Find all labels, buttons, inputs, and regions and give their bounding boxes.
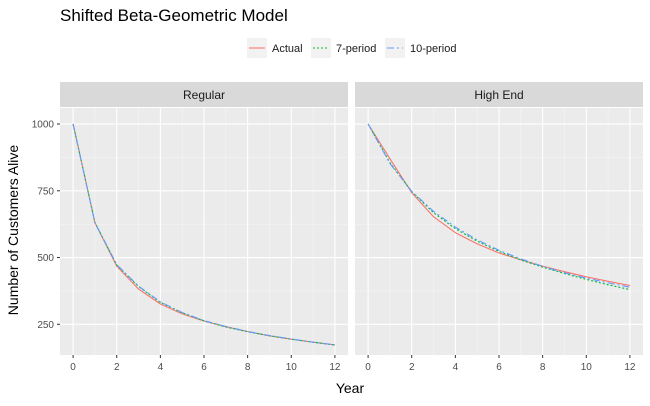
series-line-10-period [367, 123, 631, 288]
facet-strip-label: Regular [183, 88, 225, 102]
legend: Actual 7-period 10-period [247, 38, 456, 58]
y-tick-label: 500 [37, 253, 54, 264]
facet-strip [60, 82, 348, 107]
facet-panel-regular: Regular 0 2 4 6 8 10 12 250 500 750 1000 [32, 82, 348, 373]
legend-label: 7-period [336, 43, 376, 55]
y-axis-label: Number of Customers Alive [5, 145, 21, 316]
legend-key-background [385, 38, 405, 58]
x-tick-label: 10 [286, 362, 298, 373]
y-tick-label: 1000 [32, 120, 55, 131]
chart-title: Shifted Beta-Geometric Model [60, 6, 288, 25]
legend-item-7-period: 7-period [311, 38, 376, 58]
legend-label: 10-period [410, 43, 456, 55]
facet-strip-label: High End [474, 88, 523, 102]
facet-strip [355, 82, 643, 107]
facet-panel-high-end: High End 0 2 4 6 8 10 12 [355, 82, 643, 373]
x-tick-label: 6 [496, 362, 502, 373]
x-tick-label: 8 [245, 362, 251, 373]
x-tick-label: 8 [540, 362, 546, 373]
x-tick-label: 2 [114, 362, 120, 373]
x-tick-label: 2 [409, 362, 415, 373]
x-tick-label: 0 [70, 362, 76, 373]
series-line-actual [367, 123, 631, 287]
x-tick-label: 6 [201, 362, 207, 373]
legend-item-actual: Actual [247, 38, 303, 58]
legend-label: Actual [272, 43, 303, 55]
y-tick-label: 250 [37, 320, 54, 331]
x-tick-label: 12 [624, 362, 636, 373]
panels: Regular 0 2 4 6 8 10 12 250 500 750 1000 High End 0 2 4… [32, 82, 643, 373]
x-tick-label: 4 [453, 362, 459, 373]
x-tick-label: 0 [365, 362, 371, 373]
x-tick-label: 10 [581, 362, 593, 373]
series-line-7-period [72, 123, 335, 346]
x-axis-label: Year [336, 380, 365, 396]
x-tick-label: 12 [329, 362, 341, 373]
legend-item-10-period: 10-period [385, 38, 456, 58]
y-tick-label: 750 [37, 186, 54, 197]
x-tick-label: 4 [158, 362, 164, 373]
